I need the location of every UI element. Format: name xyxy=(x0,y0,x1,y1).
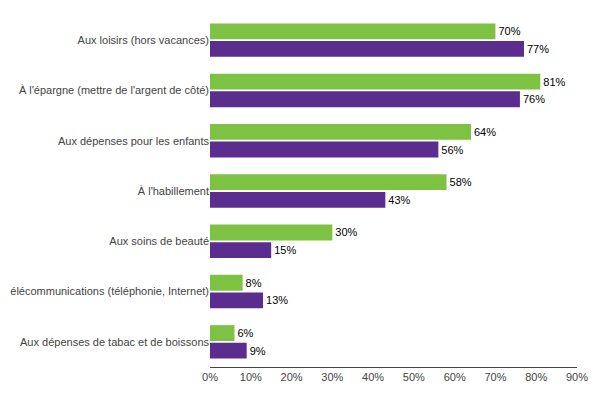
svg-text:0%: 0% xyxy=(202,371,218,383)
svg-text:30%: 30% xyxy=(335,226,357,238)
svg-text:8%: 8% xyxy=(246,277,262,289)
svg-text:58%: 58% xyxy=(450,176,472,188)
svg-text:43%: 43% xyxy=(388,194,410,206)
svg-text:70%: 70% xyxy=(484,371,506,383)
svg-text:13%: 13% xyxy=(266,294,288,306)
svg-text:9%: 9% xyxy=(250,345,266,357)
svg-text:À l'habillement: À l'habillement xyxy=(138,185,209,197)
svg-text:6%: 6% xyxy=(237,327,253,339)
svg-text:10%: 10% xyxy=(240,371,262,383)
svg-text:élécommunications (téléphonie,: élécommunications (téléphonie, Internet) xyxy=(10,285,209,297)
svg-text:81%: 81% xyxy=(543,76,565,88)
svg-text:90%: 90% xyxy=(566,371,588,383)
svg-text:Aux dépenses de tabac et de bo: Aux dépenses de tabac et de boissons xyxy=(20,336,209,348)
svg-text:Aux soins de beauté: Aux soins de beauté xyxy=(109,235,209,247)
svg-text:Aux dépenses pour les enfants: Aux dépenses pour les enfants xyxy=(58,135,210,147)
svg-text:30%: 30% xyxy=(321,371,343,383)
svg-text:50%: 50% xyxy=(403,371,425,383)
svg-text:60%: 60% xyxy=(444,371,466,383)
svg-text:20%: 20% xyxy=(281,371,303,383)
svg-text:76%: 76% xyxy=(523,93,545,105)
svg-text:80%: 80% xyxy=(525,371,547,383)
svg-text:56%: 56% xyxy=(441,144,463,156)
svg-text:À l'épargne (mettre de l'argen: À l'épargne (mettre de l'argent de côté) xyxy=(19,84,209,96)
svg-text:15%: 15% xyxy=(274,244,296,256)
svg-text:70%: 70% xyxy=(498,25,520,37)
svg-text:40%: 40% xyxy=(362,371,384,383)
svg-text:64%: 64% xyxy=(474,126,496,138)
svg-text:77%: 77% xyxy=(527,43,549,55)
svg-text:Aux loisirs (hors vacances): Aux loisirs (hors vacances) xyxy=(78,34,209,46)
